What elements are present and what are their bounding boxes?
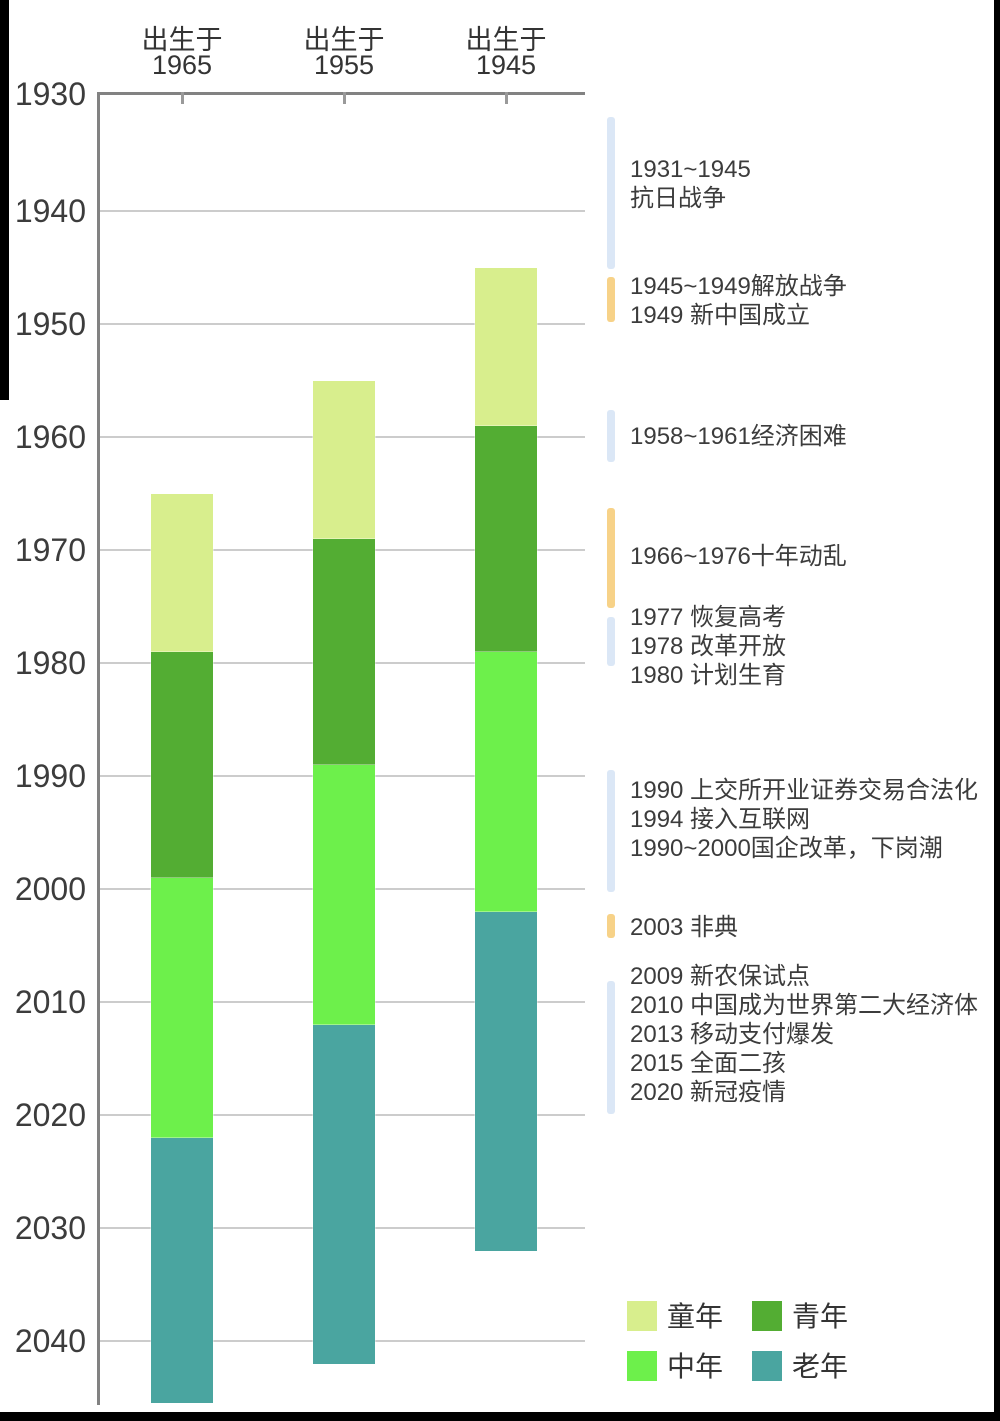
legend-swatch-青年 (752, 1301, 782, 1331)
legend-swatch-中年 (627, 1351, 657, 1381)
legend-swatch-老年 (752, 1351, 782, 1381)
bar-1955-segment-1-童年 (313, 380, 375, 539)
axis-top-border (97, 92, 585, 95)
yaxis-tick-label-1980: 1980 (14, 645, 86, 681)
yaxis-tick-label-2030: 2030 (14, 1210, 86, 1246)
bar-1945-segment-2-青年 (475, 425, 537, 652)
column-header-year-1945: 1945 (475, 50, 537, 80)
bar-1965-segment-1-童年 (151, 493, 213, 652)
bar-1955-segment-4-老年 (313, 1024, 375, 1364)
column-tick-1955 (342, 92, 346, 104)
bar-1965-segment-4-老年 (151, 1137, 213, 1404)
event-marker-3 (607, 409, 615, 462)
event-annotation-8-line-5: 2020 新冠疫情 (630, 1079, 787, 1107)
column-header-year-1965: 1965 (151, 50, 213, 80)
yaxis-tick-label-1970: 1970 (14, 532, 86, 568)
legend-label-童年: 童年 (667, 1301, 724, 1332)
column-tick-1965 (180, 92, 184, 104)
event-annotation-1-line-1: 1931~1945 (630, 155, 751, 183)
bar-1965-segment-3-中年 (151, 877, 213, 1138)
legend-label-青年: 青年 (792, 1301, 849, 1332)
event-annotation-4-line-1: 1966~1976十年动乱 (630, 543, 847, 571)
event-annotation-2-line-1: 1945~1949解放战争 (630, 273, 847, 301)
frame-edge-left (0, 0, 9, 400)
bar-1955-segment-3-中年 (313, 764, 375, 1025)
event-marker-4 (607, 508, 615, 608)
event-marker-6 (607, 770, 615, 893)
event-marker-2 (607, 276, 615, 322)
legend-swatch-童年 (627, 1301, 657, 1331)
event-annotation-8-line-4: 2015 全面二孩 (630, 1050, 787, 1078)
event-annotation-5-line-3: 1980 计划生育 (630, 662, 787, 690)
bar-1955-segment-2-青年 (313, 538, 375, 765)
event-annotation-8-line-3: 2013 移动支付爆发 (630, 1021, 835, 1049)
yaxis-tick-label-1990: 1990 (14, 758, 86, 794)
event-annotation-2-line-2: 1949 新中国成立 (630, 302, 811, 330)
event-marker-1 (607, 117, 615, 269)
column-header-prefix-1955: 出生于 (303, 25, 385, 55)
event-annotation-8-line-2: 2010 中国成为世界第二大经济体 (630, 992, 979, 1020)
gridline-1950 (99, 323, 585, 325)
gridline-1940 (99, 210, 585, 212)
column-header-year-1955: 1955 (313, 50, 375, 80)
bar-1945-segment-4-老年 (475, 911, 537, 1251)
frame-edge-right (994, 0, 1000, 1421)
bar-1945-segment-3-中年 (475, 651, 537, 912)
column-tick-1945 (504, 92, 508, 104)
column-header-prefix-1945: 出生于 (465, 25, 547, 55)
yaxis-tick-label-1930: 1930 (14, 76, 86, 112)
column-header-prefix-1965: 出生于 (141, 25, 223, 55)
yaxis-tick-label-1960: 1960 (14, 419, 86, 455)
event-annotation-6-line-2: 1994 接入互联网 (630, 806, 811, 833)
event-annotation-6-line-3: 1990~2000国企改革，下岗潮 (630, 835, 943, 862)
event-annotation-3-line-1: 1958~1961经济困难 (630, 423, 847, 451)
bar-1965-segment-2-青年 (151, 651, 213, 878)
event-annotation-6-line-1: 1990 上交所开业证券交易合法化 (630, 777, 979, 804)
event-annotation-8-line-1: 2009 新农保试点 (630, 963, 811, 991)
yaxis-tick-label-2000: 2000 (14, 871, 86, 907)
yaxis-tick-label-2040: 2040 (14, 1323, 86, 1359)
axis-left-line (97, 92, 100, 1405)
bar-1945-segment-1-童年 (475, 267, 537, 426)
frame-edge-bottom (0, 1412, 1000, 1421)
event-marker-7 (607, 913, 615, 938)
yaxis-tick-label-2010: 2010 (14, 984, 86, 1020)
event-annotation-5-line-2: 1978 改革开放 (630, 633, 787, 661)
yaxis-tick-label-1950: 1950 (14, 306, 86, 342)
event-marker-5 (607, 616, 615, 667)
event-annotation-5-line-1: 1977 恢复高考 (630, 604, 787, 632)
yaxis-tick-label-1940: 1940 (14, 193, 86, 229)
legend-label-中年: 中年 (667, 1351, 724, 1382)
legend-label-老年: 老年 (792, 1351, 849, 1382)
event-marker-8 (607, 980, 615, 1114)
yaxis-tick-label-2020: 2020 (14, 1097, 86, 1133)
event-annotation-7-line-1: 2003 非典 (630, 913, 739, 941)
event-annotation-1-line-2: 抗日战争 (630, 184, 726, 212)
